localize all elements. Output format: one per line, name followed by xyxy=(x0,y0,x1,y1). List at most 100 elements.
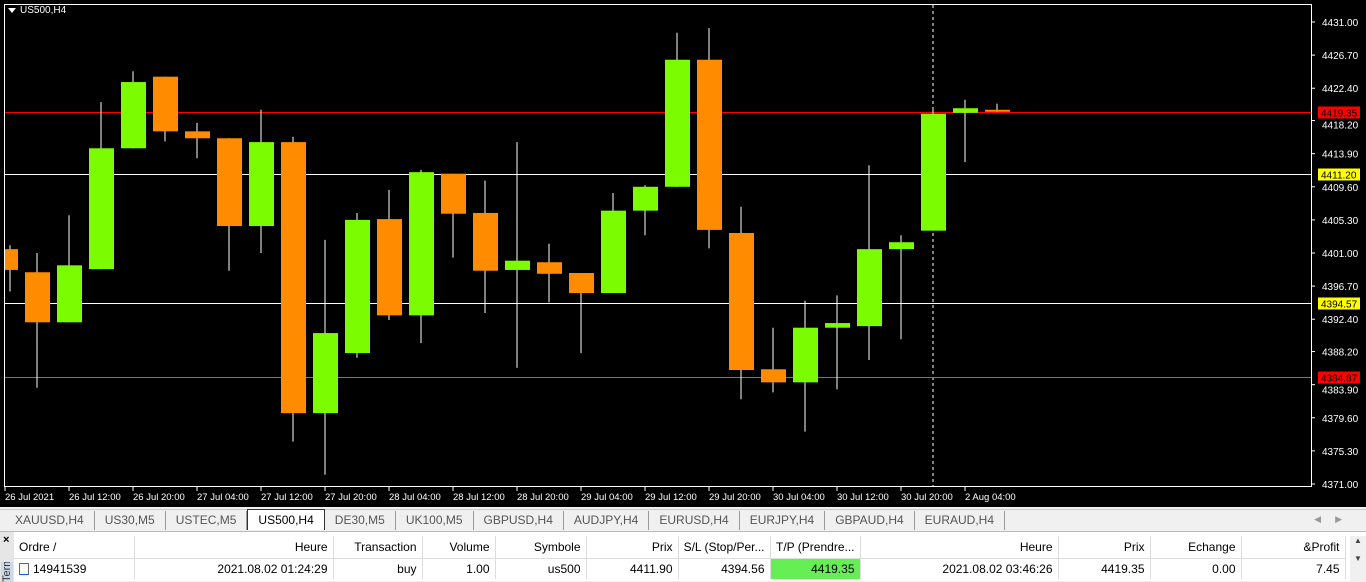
bear-candle xyxy=(281,142,306,414)
bear-candle xyxy=(729,232,754,371)
tab-ustec-m5[interactable]: USTEC,M5 xyxy=(166,511,248,530)
bull-candle xyxy=(857,249,882,327)
bull-candle xyxy=(57,265,82,323)
terminal-label: Terminal xyxy=(1,562,13,582)
bear-candle xyxy=(697,59,722,230)
chart-tabs: XAUUSD,H4 US30,M5 USTEC,M5 US500,H4 DE30,M5 U… xyxy=(0,509,1366,530)
chart-title[interactable]: US500,H4 xyxy=(8,5,66,16)
y-tick-label: 4401.00 xyxy=(1322,249,1359,260)
y-tick-label: 4375.30 xyxy=(1322,447,1359,458)
column-header[interactable]: Volume xyxy=(422,536,496,559)
chart-border xyxy=(4,4,1312,487)
x-tick-label: 29 Jul 20:00 xyxy=(709,492,761,503)
close-icon[interactable]: × xyxy=(3,534,10,546)
tab-gbpaud-h4[interactable]: GBPAUD,H4 xyxy=(825,511,915,530)
bull-candle xyxy=(601,210,626,294)
x-tick-label: 26 Jul 2021 xyxy=(5,492,54,503)
column-header[interactable]: T/P (Prendre... xyxy=(770,536,861,559)
bear-candle xyxy=(537,262,562,274)
tab-xauusd-h4[interactable]: XAUUSD,H4 xyxy=(5,511,95,530)
candlestick-chart[interactable]: 4431.00 4426.70 4422.40 4418.20 4413.90 4409.… xyxy=(0,0,1366,507)
column-header[interactable]: Prix xyxy=(586,536,679,559)
price-level-badge xyxy=(1318,371,1360,384)
y-tick-label: 4396.70 xyxy=(1322,282,1359,293)
bear-candle xyxy=(25,272,50,323)
y-tick-label: 4383.90 xyxy=(1322,386,1359,397)
tab-de30-m5[interactable]: DE30,M5 xyxy=(325,511,396,530)
column-header[interactable]: Heure xyxy=(134,536,334,559)
x-tick-label: 2 Aug 04:00 xyxy=(965,492,1016,503)
bear-candle xyxy=(569,273,594,294)
column-header[interactable]: Transaction xyxy=(333,536,423,559)
table-cell: 4394.56 xyxy=(678,558,771,579)
bull-candle xyxy=(89,148,114,270)
trade-table: Ordre / Heure Transaction Volume Symbole Prix… xyxy=(14,536,1346,579)
table-header: Ordre / Heure Transaction Volume Symbole Prix… xyxy=(14,536,1346,559)
x-tick-label: 26 Jul 20:00 xyxy=(133,492,185,503)
table-cell: 4411.90 xyxy=(586,558,679,579)
tab-us30-m5[interactable]: US30,M5 xyxy=(95,511,166,530)
bear-candle xyxy=(441,173,466,214)
tab-scroll-arrows[interactable]: ◀▶ xyxy=(1314,514,1356,524)
x-tick-label: 30 Jul 20:00 xyxy=(901,492,953,503)
tab-audjpy-h4[interactable]: AUDJPY,H4 xyxy=(564,511,650,530)
column-header[interactable]: Symbole xyxy=(495,536,587,559)
table-cell: 1.00 xyxy=(422,558,496,579)
bull-candle xyxy=(409,172,434,316)
tab-us500-h4[interactable]: US500,H4 xyxy=(247,509,325,530)
table-cell: buy xyxy=(333,558,423,579)
dropdown-triangle-icon[interactable] xyxy=(8,8,16,13)
bull-candle xyxy=(505,260,530,270)
tab-uk100-m5[interactable]: UK100,M5 xyxy=(396,511,474,530)
column-header[interactable]: Prix xyxy=(1058,536,1151,559)
column-header[interactable]: &Profit xyxy=(1241,536,1346,559)
tab-eurusd-h4[interactable]: EURUSD,H4 xyxy=(649,511,740,530)
bull-candle xyxy=(313,333,338,414)
x-tick-label: 28 Jul 04:00 xyxy=(389,492,441,503)
scrollbar[interactable]: ▲ ▼ xyxy=(1350,536,1366,582)
tab-euraud-h4[interactable]: EURAUD,H4 xyxy=(915,511,1006,530)
y-tick-label: 4409.60 xyxy=(1322,183,1359,194)
table-row[interactable]: 14941539 2021.08.02 01:24:29 buy 1.00 us500 4… xyxy=(14,558,1346,579)
terminal-sidebar: × Terminal xyxy=(0,532,14,582)
price-level-label: 4411.20 xyxy=(1321,171,1357,182)
bull-candle xyxy=(665,59,690,187)
bull-candle xyxy=(921,113,946,231)
price-level-badge xyxy=(1318,106,1360,119)
bear-candle xyxy=(5,249,18,270)
price-level-badge xyxy=(1318,168,1360,181)
bear-candle xyxy=(153,76,178,132)
x-tick-label: 27 Jul 04:00 xyxy=(197,492,249,503)
x-tick-label: 28 Jul 20:00 xyxy=(517,492,569,503)
y-tick-label: 4405.30 xyxy=(1322,216,1359,227)
tab-gbpusd-h4[interactable]: GBPUSD,H4 xyxy=(474,511,564,530)
price-level-label: 4419.35 xyxy=(1321,109,1358,120)
bull-candle xyxy=(249,142,274,227)
column-header[interactable]: S/L (Stop/Per... xyxy=(678,536,771,559)
column-header[interactable]: Heure xyxy=(860,536,1059,559)
x-tick-label: 27 Jul 12:00 xyxy=(261,492,313,503)
table-cell: us500 xyxy=(495,558,587,579)
y-tick-label: 4413.90 xyxy=(1322,150,1359,161)
table-cell: 14941539 xyxy=(14,558,135,579)
order-icon xyxy=(19,562,29,575)
y-tick-label: 4418.20 xyxy=(1322,121,1359,132)
bear-candle xyxy=(185,131,210,139)
bull-candle xyxy=(121,82,146,149)
x-tick-label: 29 Jul 04:00 xyxy=(581,492,633,503)
x-tick-label: 27 Jul 20:00 xyxy=(325,492,377,503)
terminal-panel: × Terminal Ordre /HeureTransactionVolume… xyxy=(0,531,1366,582)
price-chart[interactable]: 4431.00 4426.70 4422.40 4418.20 4413.90 4409.… xyxy=(0,0,1366,507)
table-cell: 4419.35 xyxy=(770,558,861,579)
y-tick-label: 4371.00 xyxy=(1322,480,1359,491)
tab-eurjpy-h4[interactable]: EURJPY,H4 xyxy=(740,511,826,530)
y-tick-label: 4388.20 xyxy=(1322,348,1359,359)
x-tick-label: 30 Jul 12:00 xyxy=(837,492,889,503)
column-header[interactable]: Echange xyxy=(1150,536,1242,559)
table-cell: 2021.08.02 03:46:26 xyxy=(860,558,1059,579)
bull-candle xyxy=(793,327,818,383)
table-cell: 0.00 xyxy=(1150,558,1242,579)
y-tick-label: 4431.00 xyxy=(1322,18,1359,29)
column-header[interactable]: Ordre / xyxy=(14,536,135,559)
x-tick-label: 30 Jul 04:00 xyxy=(773,492,825,503)
